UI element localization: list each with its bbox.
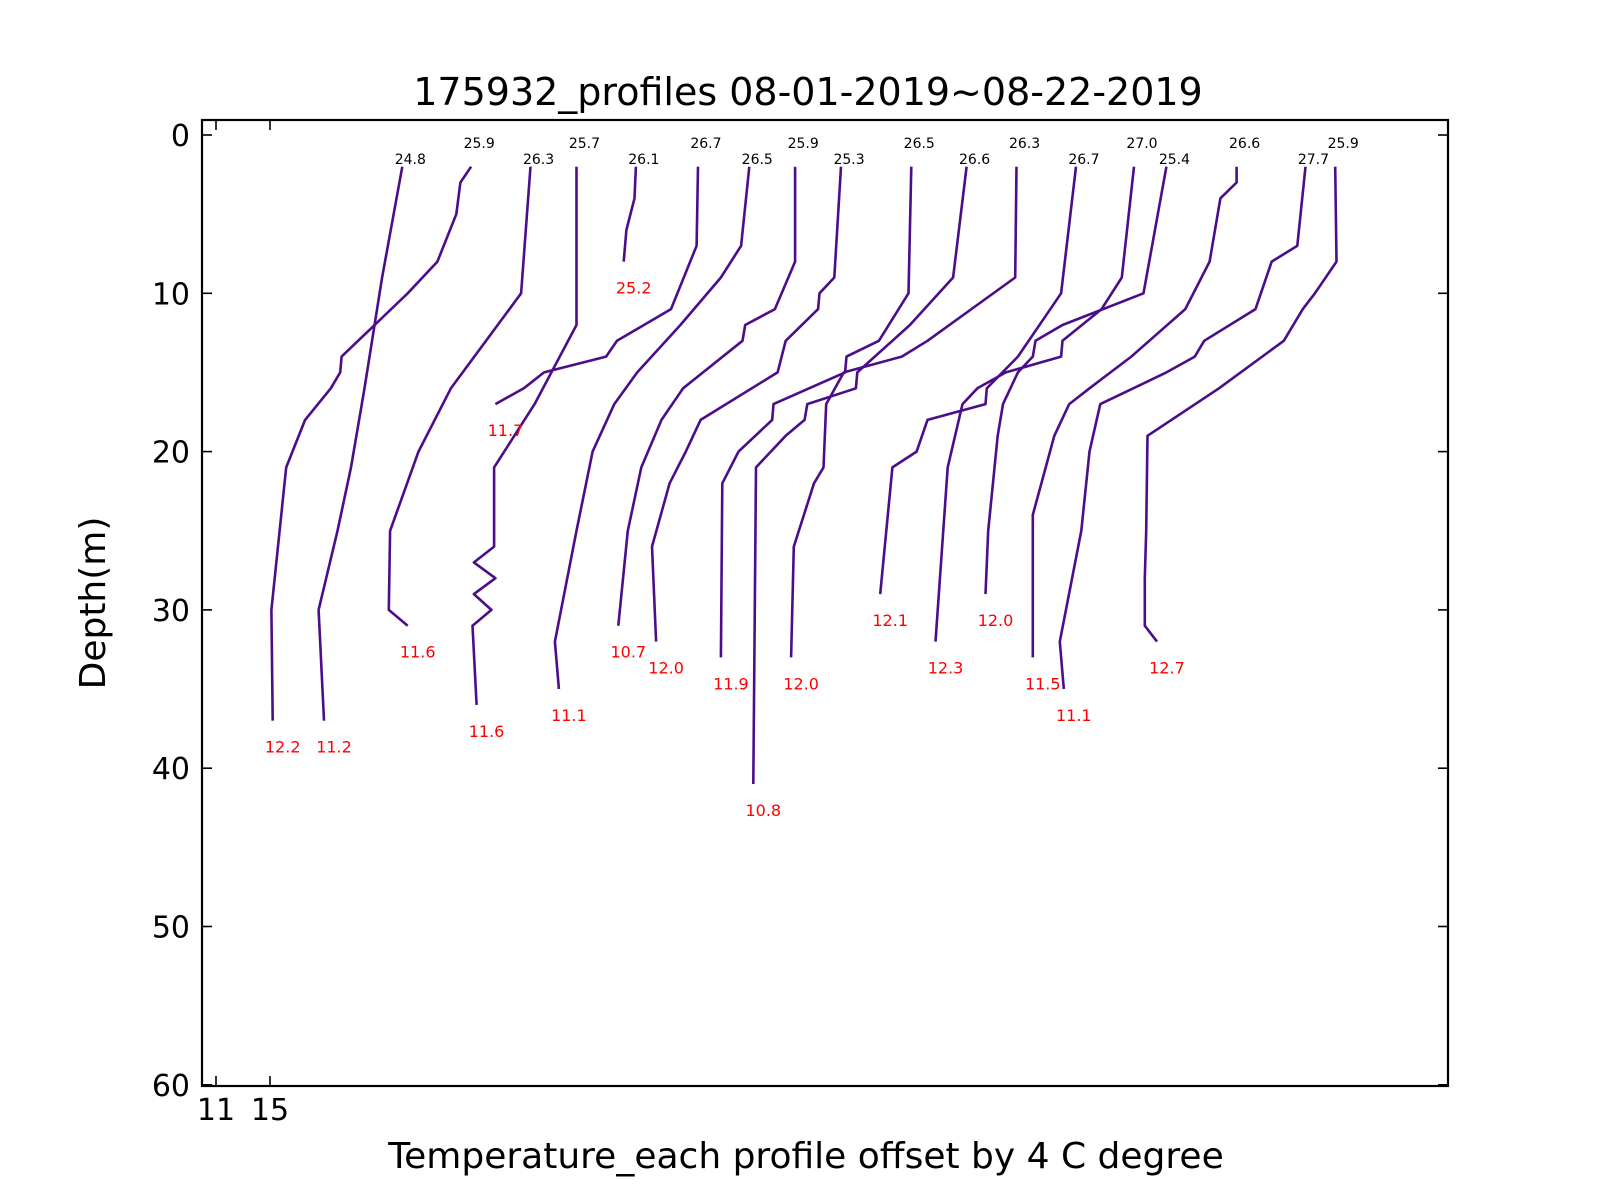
x-axis-label: Temperature_each profile offset by 4 C d…: [387, 1136, 1223, 1177]
profile-bottom-label-3: 11.6: [400, 643, 436, 662]
profile-top-label-1: 24.8: [395, 152, 426, 168]
plot-frame: [200, 118, 1450, 1088]
profile-top-label-2: 25.9: [464, 136, 495, 152]
y-tick-label: 60: [152, 1069, 190, 1104]
y-axis-label: Depth(m): [73, 517, 114, 690]
profile-bottom-label-4: 11.6: [469, 722, 505, 741]
profile-line-16: [1031, 166, 1238, 658]
profile-bottom-label-2: 12.2: [265, 738, 301, 757]
profile-top-label-12: 26.3: [1009, 136, 1040, 152]
y-tick-label: 30: [152, 594, 190, 629]
profile-bottom-label-17: 11.1: [1056, 706, 1092, 725]
profile-line-14: [934, 166, 1136, 642]
profile-line-10: [719, 166, 913, 658]
profile-top-label-14: 27.0: [1126, 136, 1157, 152]
profile-top-label-6: 26.7: [690, 136, 721, 152]
profile-line-8: [617, 166, 797, 626]
profile-top-label-5: 26.1: [628, 152, 659, 168]
profile-line-12: [789, 166, 1018, 658]
profile-bottom-label-8: 10.7: [610, 643, 646, 662]
profile-bottom-label-6: 11.7: [488, 421, 524, 440]
profile-line-3: [387, 166, 532, 627]
profile-top-label-11: 26.6: [959, 152, 990, 168]
profile-bottom-label-7: 11.1: [551, 706, 587, 725]
profile-top-label-8: 25.9: [788, 136, 819, 152]
profile-top-label-18: 25.9: [1328, 136, 1359, 152]
profile-bottom-label-5: 25.2: [616, 279, 652, 298]
profile-bottom-label-9: 12.0: [648, 659, 684, 678]
y-tick-label: 50: [152, 911, 190, 946]
profile-top-label-16: 26.6: [1229, 136, 1260, 152]
profile-bottom-label-1: 11.2: [316, 738, 352, 757]
profile-line-9: [650, 166, 843, 642]
y-tick-label: 0: [171, 119, 190, 154]
y-tick-label: 20: [152, 436, 190, 471]
profile-labels: 24.8 11.2 25.9 12.2 26.3 11.6 25.7 11.6 26.1 25.2…: [265, 136, 1359, 820]
profile-line-2: [270, 165, 473, 721]
profile-top-label-13: 26.7: [1068, 152, 1099, 168]
profile-top-label-9: 25.3: [833, 152, 864, 168]
profile-bottom-label-12: 12.0: [783, 674, 819, 693]
x-axis: 11 15: [197, 120, 289, 1128]
profile-line-1: [317, 166, 404, 721]
profile-bottom-label-13: 12.1: [872, 611, 908, 630]
profile-top-label-10: 26.5: [904, 136, 935, 152]
y-tick-label: 40: [152, 752, 190, 787]
profile-line-15: [984, 166, 1168, 595]
profile-top-label-15: 25.4: [1159, 152, 1190, 168]
profile-bottom-label-15: 12.0: [978, 611, 1014, 630]
profile-bottom-label-10: 11.9: [713, 674, 749, 693]
profile-bottom-label-14: 12.3: [928, 659, 964, 678]
profile-top-label-17: 27.7: [1298, 152, 1329, 168]
profile-top-label-7: 26.5: [742, 152, 773, 168]
profile-lines: [270, 165, 1338, 785]
profile-line-13: [878, 166, 1078, 595]
profile-line-6: [494, 166, 700, 406]
profile-line-5: [622, 166, 638, 262]
profile-bottom-label-18: 12.7: [1149, 659, 1185, 678]
chart-title: 175932_profiles 08-01-2019~08-22-2019: [413, 70, 1202, 114]
profile-top-label-3: 26.3: [523, 152, 554, 168]
profile-line-17: [1058, 166, 1307, 690]
x-tick-label: 11: [197, 1093, 235, 1128]
profile-bottom-label-11: 10.8: [745, 801, 781, 820]
x-tick-label: 15: [251, 1093, 289, 1128]
profile-line-4: [471, 166, 578, 705]
profile-top-label-4: 25.7: [569, 136, 600, 152]
profile-bottom-label-16: 11.5: [1025, 674, 1061, 693]
profile-line-7: [553, 166, 751, 690]
y-axis: 0 10 20 30 40 50 60: [152, 119, 1448, 1104]
y-tick-label: 10: [152, 277, 190, 312]
profile-line-18: [1143, 166, 1338, 643]
